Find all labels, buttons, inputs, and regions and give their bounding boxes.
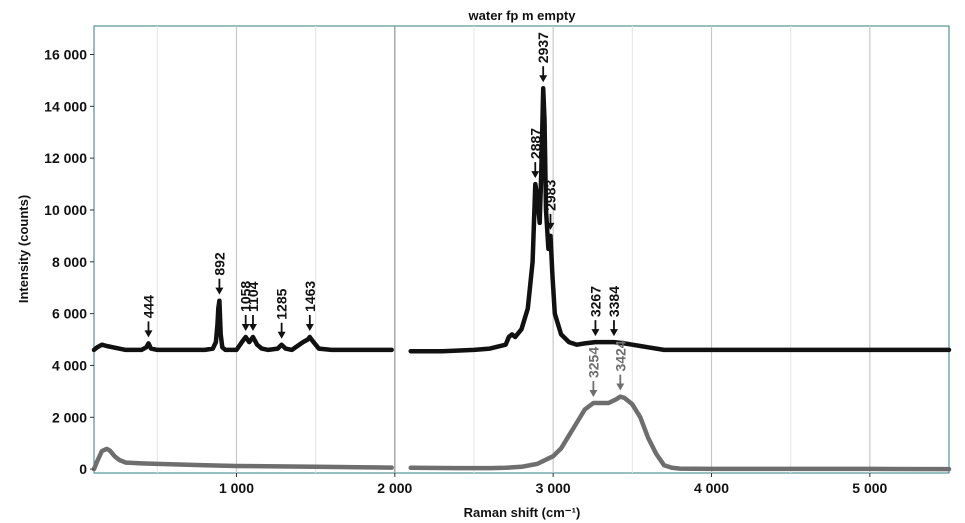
- peak-label-3384: 3384: [606, 286, 622, 317]
- peak-label-3424: 3424: [612, 340, 628, 371]
- peak-arrow-head: [546, 222, 555, 230]
- x-axis-title: Raman shift (cm⁻¹): [464, 505, 581, 520]
- y-tick-label: 2 000: [52, 409, 87, 425]
- peak-label-444: 444: [140, 295, 156, 319]
- series-0-line-panel-1: [408, 85, 952, 354]
- peak-label-2887: 2887: [527, 128, 543, 159]
- series-1-line-panel-0: [91, 446, 394, 472]
- peak-label-1463: 1463: [302, 281, 318, 312]
- peak-label-2983: 2983: [542, 180, 558, 211]
- x-tick-label: 2 000: [377, 480, 412, 496]
- peak-arrow-head: [539, 75, 548, 83]
- peak-label-1104: 1104: [245, 281, 261, 312]
- y-tick-label: 4 000: [52, 357, 87, 373]
- y-tick-label: 12 000: [44, 150, 87, 166]
- y-tick-label: 0: [79, 461, 87, 477]
- chart-title: water fp m empty: [468, 8, 577, 23]
- peak-label-1058: 1058: [238, 281, 254, 312]
- y-tick-label: 14 000: [44, 98, 87, 114]
- series-0-line-panel-0: [91, 298, 394, 353]
- x-tick-label: 4 000: [694, 480, 729, 496]
- peak-label-3267: 3267: [587, 286, 603, 317]
- peak-label-2937: 2937: [535, 32, 551, 63]
- series-layer: [91, 85, 952, 472]
- peak-arrow-head: [144, 330, 153, 338]
- y-tick-label: 16 000: [44, 47, 87, 63]
- peak-arrow-head: [609, 329, 618, 337]
- peak-arrow-head: [591, 329, 600, 337]
- y-axis-title: Intensity (counts): [16, 195, 31, 303]
- x-tick-label: 5 000: [852, 480, 887, 496]
- y-tick-label: 6 000: [52, 306, 87, 322]
- peak-arrow-head: [305, 323, 314, 331]
- peak-label-1285: 1285: [274, 288, 290, 319]
- y-tick-label: 10 000: [44, 202, 87, 218]
- peak-arrow-head: [277, 331, 286, 339]
- peak-arrow-head: [531, 171, 540, 179]
- y-tick-label: 8 000: [52, 254, 87, 270]
- peak-arrow-head: [616, 383, 625, 391]
- peak-arrow-head: [589, 390, 598, 398]
- peak-label-892: 892: [211, 252, 227, 276]
- plot-area: [93, 25, 950, 474]
- axes: 0 2 000 4 000 6 000 8 000 10 000 12 000 14 000 1…: [44, 47, 887, 496]
- x-tick-label: 1 000: [219, 480, 254, 496]
- x-tick-label: 3 000: [536, 480, 571, 496]
- peak-label-3254: 3254: [585, 347, 601, 378]
- peak-arrow-head: [215, 287, 224, 295]
- peak-arrow-head: [241, 323, 250, 331]
- series-1-line-panel-1: [408, 394, 952, 472]
- peak-arrow-head: [248, 323, 257, 331]
